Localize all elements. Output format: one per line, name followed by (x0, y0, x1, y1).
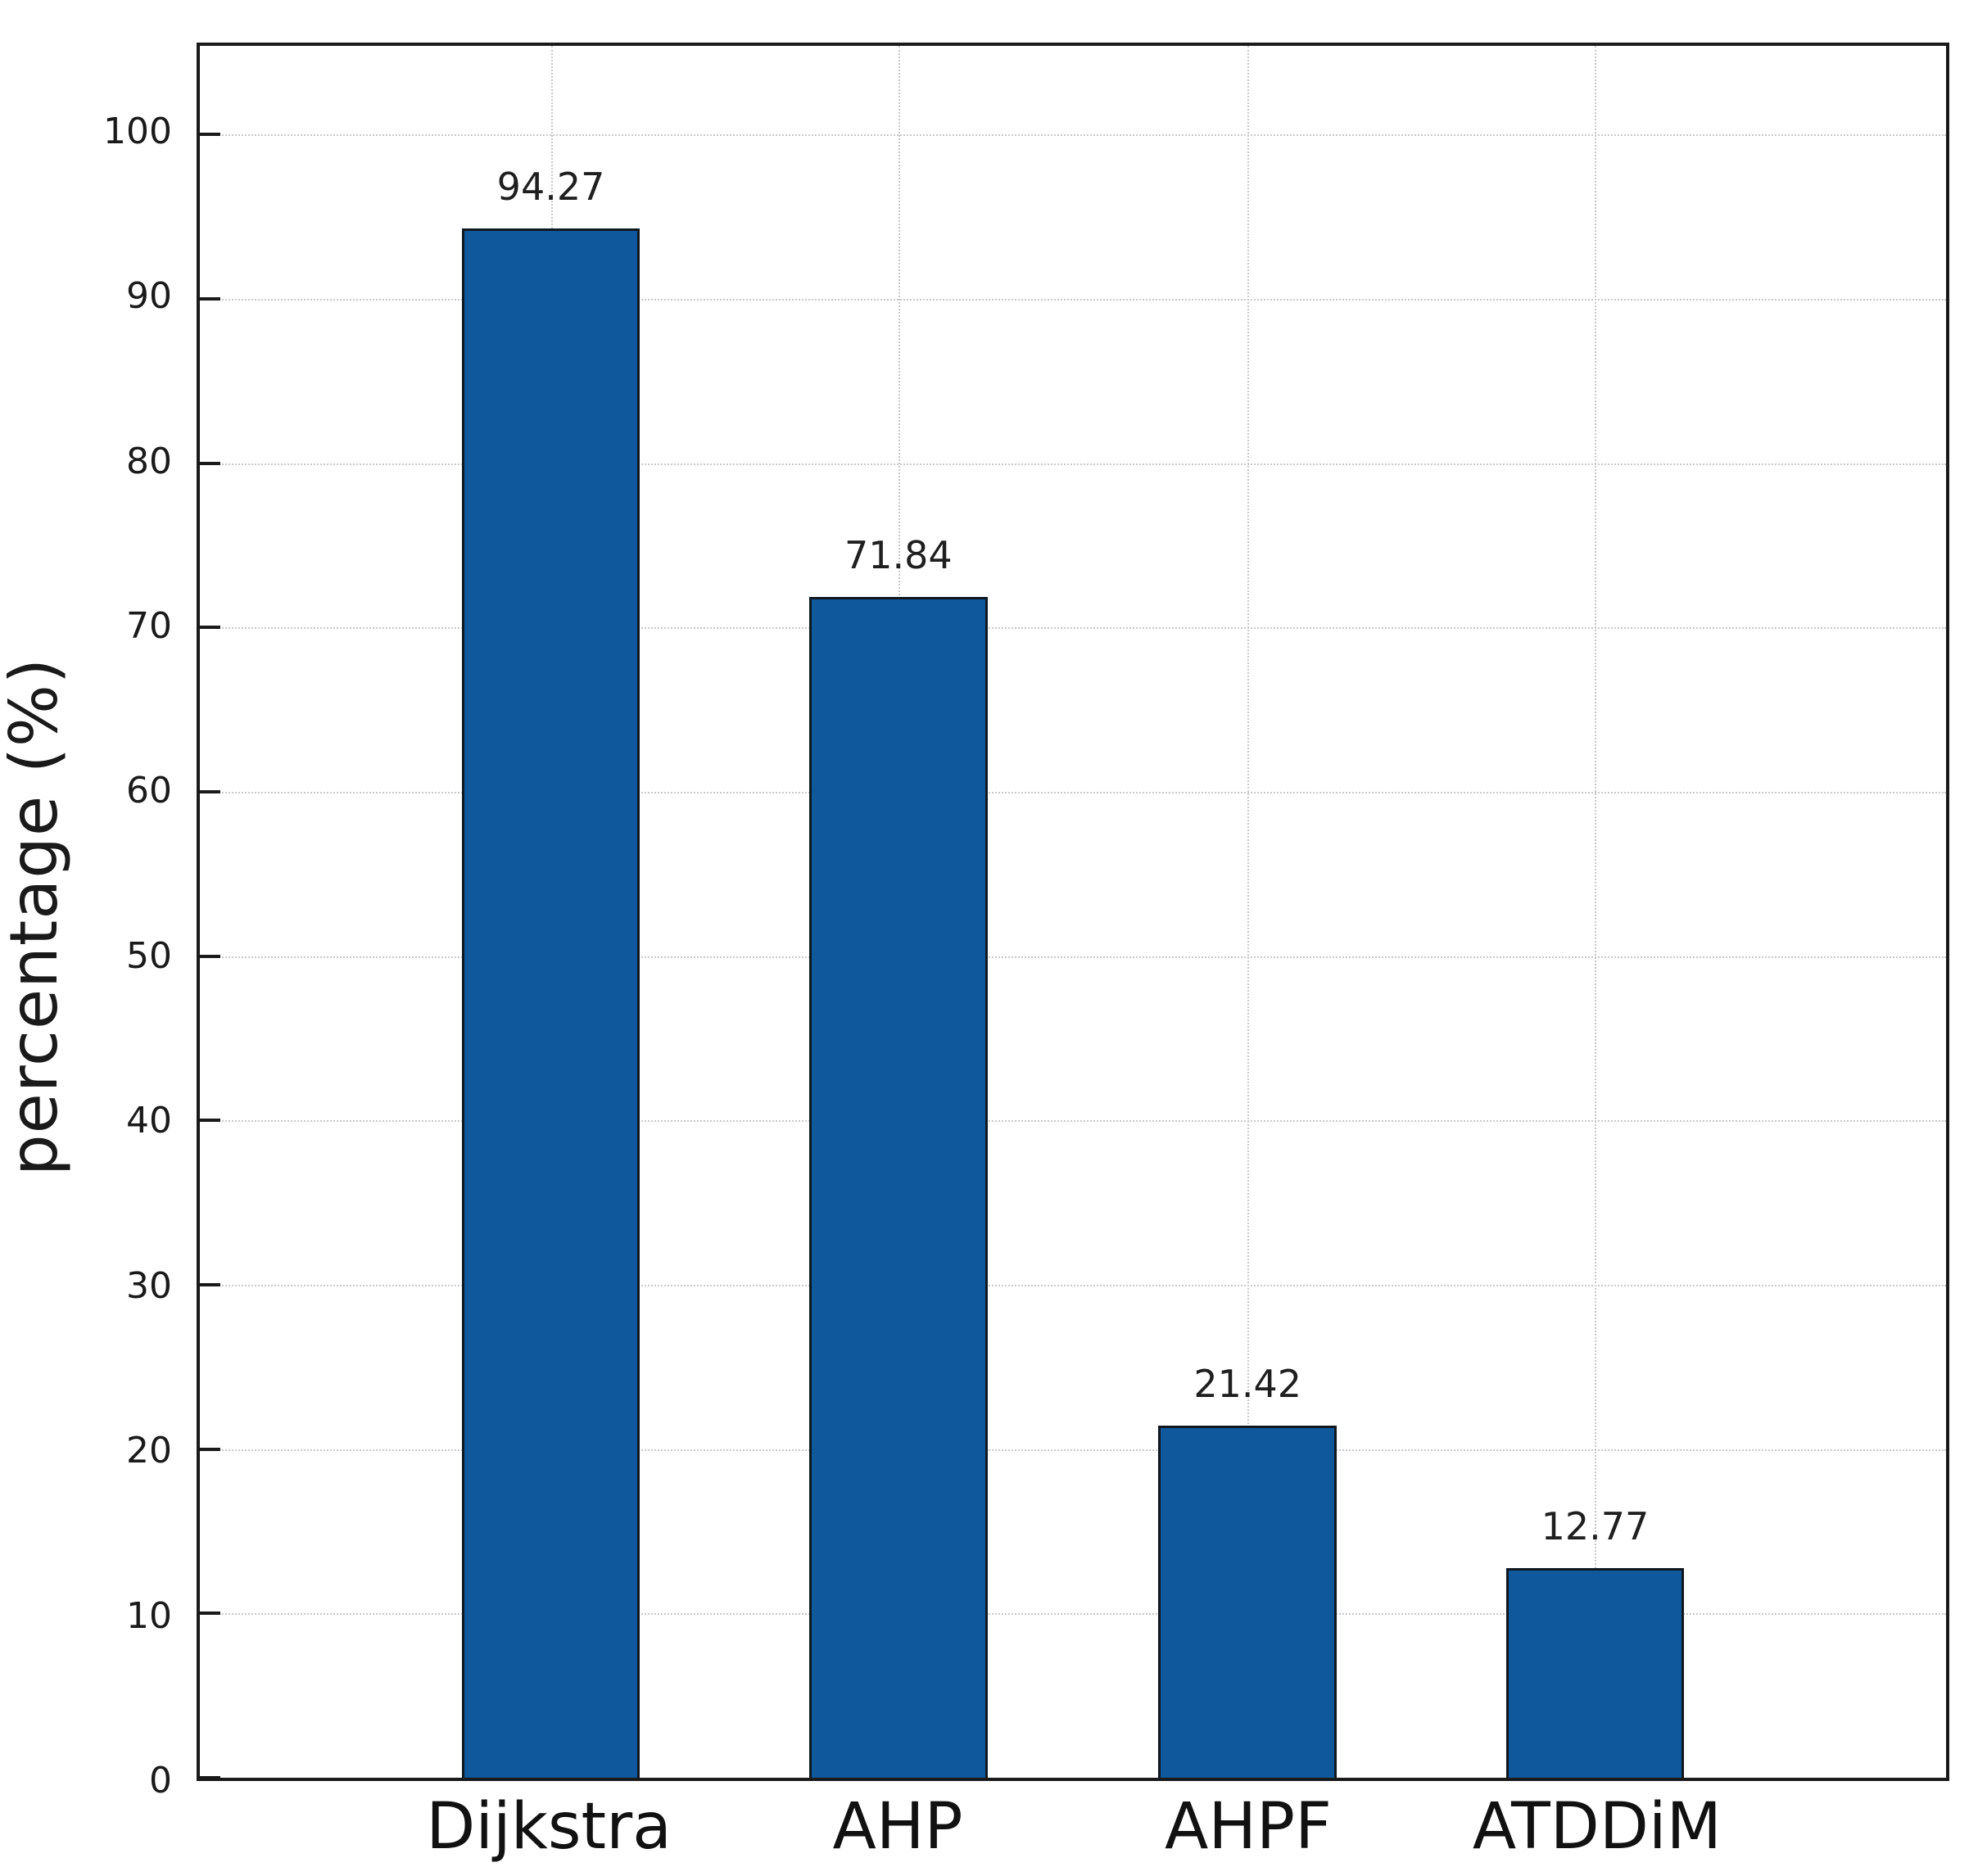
y-tick-label: 30 (126, 1264, 172, 1307)
y-tick-label: 60 (126, 770, 172, 812)
y-tick-mark (200, 1447, 220, 1451)
y-tick-label: 100 (103, 110, 172, 152)
x-axis-tick-labels: Dijkstra AHP AHPF ATDDiM (197, 1795, 1949, 1876)
y-tick-mark (200, 133, 220, 137)
horizontal-gridline (200, 299, 1946, 301)
y-tick-mark (200, 461, 220, 465)
y-tick-mark (200, 626, 220, 630)
y-tick-mark (200, 790, 220, 793)
bar-value-label: 12.77 (1541, 1503, 1650, 1548)
horizontal-gridline (200, 956, 1946, 958)
horizontal-gridline (200, 1285, 1946, 1286)
y-axis-tick-labels: 0 10 20 30 40 50 60 70 80 90 100 (0, 43, 172, 1798)
x-tick-label-atddim: ATDDiM (1472, 1790, 1722, 1864)
y-tick-label: 70 (126, 605, 172, 648)
y-tick-mark (200, 1776, 220, 1779)
vertical-gridline (1595, 46, 1597, 1778)
bar-ahp (809, 597, 988, 1778)
x-tick-label-ahp: AHP (832, 1790, 963, 1864)
y-tick-mark (200, 297, 220, 301)
y-tick-label: 20 (126, 1430, 172, 1472)
bar-ahpf (1158, 1426, 1337, 1778)
y-tick-label: 80 (126, 440, 172, 482)
horizontal-gridline (200, 792, 1946, 793)
x-tick-label-dijkstra: Dijkstra (426, 1790, 672, 1864)
horizontal-gridline (200, 1613, 1946, 1616)
horizontal-gridline (200, 1120, 1946, 1123)
bar-dijkstra (461, 228, 640, 1778)
y-tick-label: 90 (126, 275, 172, 318)
bar-atddim (1505, 1567, 1685, 1778)
y-tick-label: 40 (126, 1100, 172, 1142)
y-tick-mark (200, 954, 220, 958)
bar-value-label: 71.84 (844, 533, 953, 578)
y-tick-mark (200, 1119, 220, 1123)
y-tick-mark (200, 1283, 220, 1286)
y-tick-label: 50 (126, 934, 172, 977)
bar-value-label: 21.42 (1193, 1362, 1302, 1407)
y-tick-mark (200, 1612, 220, 1616)
bar-value-label: 94.27 (496, 165, 605, 210)
y-tick-label: 0 (149, 1760, 172, 1801)
vertical-gridline (1247, 46, 1250, 1778)
plot-area: 94.27 71.84 21.42 12.77 (197, 43, 1949, 1781)
horizontal-gridline (200, 463, 1946, 465)
x-tick-label-ahpf: AHPF (1165, 1790, 1332, 1864)
horizontal-gridline (200, 134, 1946, 137)
horizontal-gridline (200, 1449, 1946, 1451)
horizontal-gridline (200, 627, 1946, 630)
y-tick-label: 10 (126, 1594, 172, 1637)
